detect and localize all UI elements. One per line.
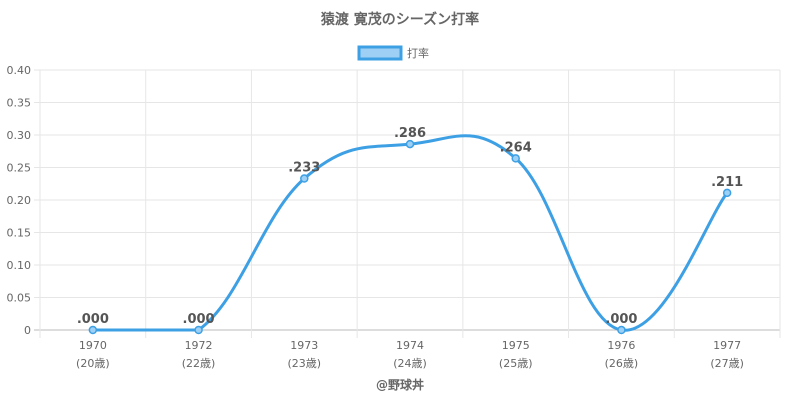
legend[interactable]: 打率 <box>357 45 429 61</box>
x-tick-label: 1973 <box>290 339 318 352</box>
x-tick-label: 1975 <box>502 339 530 352</box>
credit-text: @野球丼 <box>376 377 424 392</box>
data-point[interactable] <box>722 188 732 198</box>
y-tick-label: 0.30 <box>7 129 32 142</box>
y-tick-label: 0.25 <box>7 162 32 175</box>
data-label: .233 <box>288 161 320 176</box>
series-line <box>91 134 729 332</box>
series-batting-average <box>88 134 732 335</box>
data-label: .000 <box>605 312 637 327</box>
y-tick-label: 0 <box>24 324 31 337</box>
y-tick-label: 0.10 <box>7 259 32 272</box>
x-tick-age-label: (24歳) <box>393 357 427 370</box>
y-tick-label: 0.35 <box>7 97 32 110</box>
x-tick-label: 1977 <box>713 339 741 352</box>
y-tick-label: 0.20 <box>7 194 32 207</box>
data-point[interactable] <box>405 139 415 149</box>
chart-title: 猿渡 寛茂のシーズン打率 <box>320 11 479 28</box>
y-tick-label: 0.40 <box>7 64 32 77</box>
x-tick-age-label: (27歳) <box>710 357 744 370</box>
data-point[interactable] <box>88 325 98 335</box>
x-tick-label: 1970 <box>79 339 107 352</box>
x-axis: 1970 (20歳) 1972 (22歳) 1973 (23歳) 1974 (24歳) 1975… <box>76 339 744 370</box>
y-tick-label: 0.15 <box>7 227 32 240</box>
data-label: .286 <box>394 126 426 141</box>
data-point[interactable] <box>617 325 626 335</box>
data-label: .264 <box>500 140 532 155</box>
x-tick-label: 1972 <box>185 339 213 352</box>
data-labels: .000 .000 .233 .286 .264 .000 .211 <box>77 126 743 327</box>
legend-label: 打率 <box>407 46 429 60</box>
data-label: .211 <box>711 175 743 190</box>
x-tick-label: 1976 <box>607 339 635 352</box>
x-tick-age-label: (25歳) <box>499 357 533 370</box>
x-tick-age-label: (22歳) <box>182 357 216 370</box>
data-point[interactable] <box>300 174 309 183</box>
y-tick-label: 0.05 <box>7 292 32 305</box>
data-point[interactable] <box>194 325 203 335</box>
data-label: .000 <box>183 312 215 327</box>
legend-swatch <box>357 45 403 61</box>
x-tick-age-label: (23歳) <box>287 357 321 370</box>
data-label: .000 <box>77 312 109 327</box>
x-tick-age-label: (26歳) <box>605 357 639 370</box>
data-point[interactable] <box>511 154 520 163</box>
x-tick-label: 1974 <box>396 339 424 352</box>
grid <box>34 69 781 338</box>
x-tick-age-label: (20歳) <box>76 357 110 370</box>
y-axis: 0 0.05 0.10 0.15 0.20 0.25 0.30 0.35 0.40 <box>7 64 32 337</box>
